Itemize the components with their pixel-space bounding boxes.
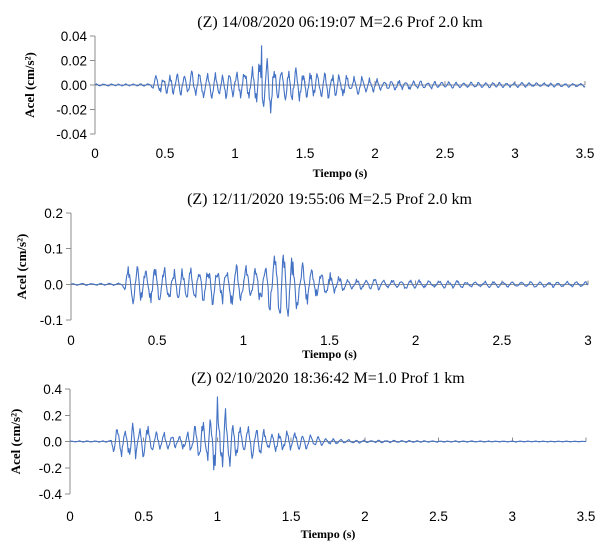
chart-title: (Z) 14/08/2020 06:19:07 M=2.6 Prof 2.0 k…: [197, 14, 483, 31]
x-tick-label: 0.5: [148, 333, 167, 348]
y-tick-label: 0.0: [43, 435, 62, 450]
y-axis-title: Acel (cm/s²): [8, 409, 23, 475]
chart-title: (Z) 12/11/2020 19:55:06 M=2.5 Prof 2.0 k…: [187, 191, 472, 208]
x-tick-label: 3: [584, 333, 592, 348]
x-axis-title: Tiempo (s): [302, 347, 357, 361]
x-tick-label: 1: [231, 146, 239, 161]
y-tick-label: -0.4: [39, 487, 63, 502]
y-tick-label: 0.1: [44, 242, 63, 257]
y-tick-label: -0.2: [39, 461, 62, 476]
y-axis-title: Acel (cm/s²): [22, 52, 37, 118]
x-tick-label: 2.5: [429, 509, 448, 524]
acceleration-trace: [70, 254, 589, 317]
y-tick-label: -0.1: [40, 313, 63, 328]
x-tick-label: 0: [91, 146, 99, 161]
x-tick-label: 0.5: [134, 509, 153, 524]
x-tick-label: 2: [412, 333, 420, 348]
y-tick-label: 0.04: [61, 29, 88, 44]
acceleration-trace: [69, 396, 587, 471]
x-tick-label: 0.5: [156, 146, 175, 161]
x-tick-label: 1.5: [320, 333, 339, 348]
x-tick-label: 0: [67, 333, 75, 348]
x-tick-label: 1.5: [296, 146, 315, 161]
y-tick-label: 0.4: [43, 382, 62, 397]
chart-1: (Z) 14/08/2020 06:19:07 M=2.6 Prof 2.0 k…: [22, 14, 594, 180]
x-tick-label: 1: [214, 509, 222, 524]
x-axis-title: Tiempo (s): [313, 166, 368, 180]
x-axis-title: Tiempo (s): [301, 527, 356, 541]
x-tick-label: 2.5: [492, 333, 511, 348]
x-tick-label: 3.5: [576, 146, 595, 161]
y-tick-label: 0.0: [44, 277, 63, 292]
x-tick-label: 1: [240, 333, 248, 348]
chart-2: (Z) 12/11/2020 19:55:06 M=2.5 Prof 2.0 k…: [14, 191, 592, 361]
chart-3: (Z) 02/10/2020 18:36:42 M=1.0 Prof 1 km -…: [8, 370, 595, 541]
y-tick-label: 0.2: [43, 408, 62, 423]
y-tick-label: 0.2: [44, 206, 63, 221]
y-tick-label: -0.02: [56, 103, 87, 118]
x-tick-label: 3.5: [577, 509, 596, 524]
x-tick-label: 1.5: [282, 509, 301, 524]
x-tick-label: 0: [66, 509, 74, 524]
y-tick-label: -0.04: [56, 127, 87, 142]
y-axis-title: Acel (cm/s²): [14, 234, 29, 300]
x-tick-label: 3: [509, 509, 517, 524]
y-tick-label: 0.00: [61, 78, 87, 93]
x-tick-label: 2.5: [436, 146, 455, 161]
chart-title: (Z) 02/10/2020 18:36:42 M=1.0 Prof 1 km: [191, 370, 465, 387]
x-tick-label: 2: [361, 509, 369, 524]
y-tick-label: 0.02: [61, 54, 87, 69]
acceleration-trace: [94, 45, 586, 114]
x-tick-label: 2: [371, 146, 379, 161]
x-tick-label: 3: [511, 146, 519, 161]
